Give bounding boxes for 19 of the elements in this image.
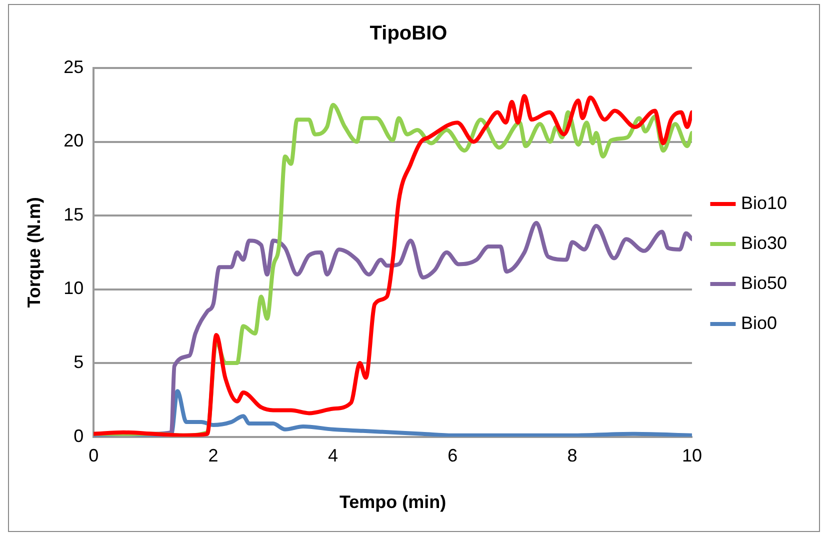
legend-label: Bio10 — [740, 192, 788, 213]
y-tick-label: 5 — [74, 352, 84, 372]
x-tick-label: 4 — [328, 446, 338, 466]
y-tick-label: 15 — [64, 204, 84, 224]
x-tick-label: 0 — [88, 446, 99, 466]
x-tick-label: 10 — [682, 446, 702, 466]
legend-label: Bio0 — [740, 312, 777, 333]
y-tick-label: 0 — [74, 426, 84, 446]
y-tick-label: 10 — [64, 278, 84, 298]
x-tick-label: 8 — [567, 446, 578, 466]
legend-label: Bio50 — [740, 272, 788, 293]
x-axis-title: Tempo (min) — [339, 492, 446, 512]
x-tick-label: 2 — [208, 446, 218, 466]
y-axis-title: Torque (N.m) — [24, 197, 44, 308]
legend-label: Bio30 — [740, 232, 788, 253]
chart-title: TipoBIO — [370, 22, 448, 45]
x-tick-label: 6 — [448, 446, 458, 466]
y-tick-label: 20 — [64, 130, 84, 151]
y-tick-label: 25 — [64, 56, 84, 77]
